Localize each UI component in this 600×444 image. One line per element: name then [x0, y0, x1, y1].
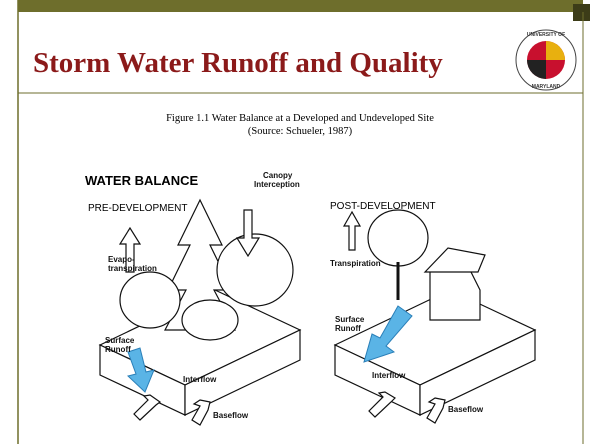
- transpiration-arrow: [342, 210, 362, 251]
- figure-caption: Figure 1.1 Water Balance at a Developed …: [166, 113, 434, 124]
- university-logo: UNIVERSITY OF MARYLAND: [515, 29, 577, 91]
- slide-title: Storm Water Runoff and Quality: [33, 47, 443, 79]
- interflow-arrow: [133, 394, 162, 421]
- corner-square: [573, 4, 590, 21]
- baseflow-arrow: [191, 399, 211, 426]
- ground-side: [419, 329, 536, 416]
- pre-development-diagram: PRE-DEVELOPMENT Canopy Interception Evap…: [88, 171, 302, 426]
- runoff-label: Runoff: [335, 324, 361, 333]
- shrub: [181, 299, 239, 341]
- interflow-label: Interflow: [372, 371, 406, 380]
- logo-text: MARYLAND: [532, 84, 561, 90]
- tree-crown: [367, 209, 429, 267]
- post-label: POST-DEVELOPMENT: [330, 201, 436, 212]
- interflow-label: Interflow: [183, 375, 217, 384]
- post-development-diagram: POST-DEVELOPMENT Transpiration Surface R…: [330, 201, 537, 424]
- house-roof: [423, 247, 486, 273]
- runoff-arrow: [363, 305, 413, 363]
- runoff-label: Surface: [335, 315, 365, 324]
- pre-label: PRE-DEVELOPMENT: [88, 203, 187, 214]
- baseflow-label: Baseflow: [448, 405, 484, 414]
- figure-heading: WATER BALANCE: [85, 173, 198, 188]
- interflow-arrow: [368, 391, 396, 418]
- house: [429, 269, 481, 321]
- logo-quarter: [527, 60, 546, 79]
- interception-arrow: [235, 209, 261, 258]
- canopy-label: Interception: [254, 180, 300, 189]
- runoff-arrow: [126, 347, 155, 393]
- tree-crown: [216, 233, 294, 307]
- evapotranspiration-arrow: [118, 226, 142, 273]
- ground-side: [184, 329, 301, 416]
- canopy-label: Canopy: [263, 171, 293, 180]
- logo-text: UNIVERSITY OF: [527, 32, 565, 38]
- evapo-label: Evapo-: [108, 255, 135, 264]
- baseflow-label: Baseflow: [213, 411, 249, 420]
- top-bar: [18, 0, 583, 12]
- figure-source: (Source: Schueler, 1987): [248, 126, 353, 137]
- runoff-label: Surface: [105, 336, 135, 345]
- transpiration-label: Transpiration: [330, 259, 381, 268]
- logo-quarter: [546, 41, 565, 60]
- tree-crown: [119, 271, 181, 329]
- evapo-label: transpiration: [108, 264, 157, 273]
- runoff-label: Runoff: [105, 345, 131, 354]
- baseflow-arrow: [426, 397, 446, 424]
